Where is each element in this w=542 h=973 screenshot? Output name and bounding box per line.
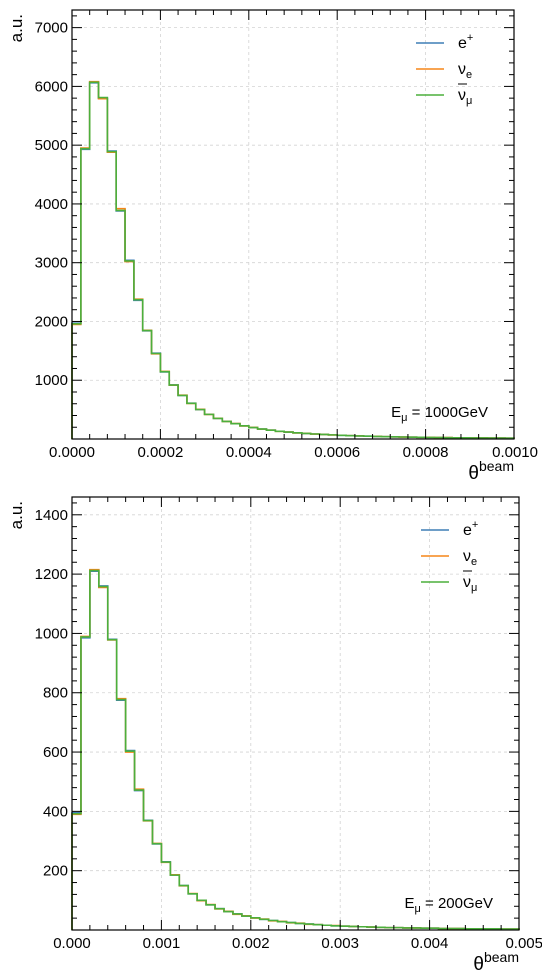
legend-label-3: νμ [458,87,472,107]
x-axis-label-superscript: beam [479,458,514,474]
legend-label-1: e+ [463,519,478,539]
y-tick-label: 1000 [35,372,68,389]
x-axis-label-base: θ [468,463,479,484]
x-tick-label: 0.0002 [137,444,183,461]
energy-annotation-subscript: μ [415,903,421,915]
energy-annotation-base: E [391,404,401,421]
x-tick-label: 0.005 [505,935,542,952]
legend-label-1: e+ [458,32,473,52]
y-tick-label: 2000 [35,313,68,330]
x-axis-label-superscript: beam [484,949,519,965]
chart-panel-bottom: 0.000 0.001 0.002 0.003 0.004 0.005 200 400 600 8… [0,487,542,973]
energy-annotation-text: = 1000GeV [408,404,488,421]
legend-label-subscript: e [471,556,477,568]
legend-label-superscript: + [472,519,478,531]
plot-frame [71,496,520,931]
plot-frame [71,9,515,440]
legend-label-base: ν [463,548,471,565]
x-tick-label: 0.000 [53,935,91,952]
series-line-2 [71,80,515,439]
y-tick-label: 1200 [35,566,68,583]
legend-label-base: ν [458,61,466,78]
energy-annotation-text: = 200GeV [421,895,493,912]
y-tick-label: 800 [43,685,68,702]
y-tick-label: 600 [43,744,68,761]
legend-label-2: νe [458,61,472,81]
legend-label-2: νe [463,548,477,568]
y-tick-label: 6000 [35,78,68,95]
series-line-3 [71,569,520,930]
legend-label-subscript: e [466,69,472,81]
series-line-3 [71,81,515,439]
legend-label-base: ν [458,87,466,104]
energy-annotation: Eμ = 1000GeV [391,404,488,424]
x-tick-label: 0.0000 [49,444,95,461]
legend-label-3: νμ [463,574,477,594]
histogram-chart-bottom: 0.000 0.001 0.002 0.003 0.004 0.005 200 400 600 8… [7,496,542,973]
series-line-1 [71,82,515,439]
legend-label-subscript: μ [466,95,472,107]
y-tick-label: 400 [43,803,68,820]
histogram-chart-top: 0.0000 0.0002 0.0004 0.0006 0.0008 0.0010 1000… [7,9,538,484]
x-tick-label: 0.0004 [226,444,272,461]
legend-label-subscript: μ [471,582,477,594]
y-tick-label: 4000 [35,196,68,213]
legend-label-base: e [463,522,472,539]
legend-label-base: e [458,35,467,52]
y-tick-label: 5000 [35,137,68,154]
y-tick-label: 1400 [35,507,68,524]
x-tick-label: 0.002 [232,935,270,952]
legend-label-base: ν [463,574,471,591]
x-tick-label: 0.003 [321,935,359,952]
x-axis-label: θbeam [468,458,514,484]
y-tick-label: 7000 [35,20,68,37]
y-axis-label: a.u. [7,501,26,529]
y-tick-label: 1000 [35,625,68,642]
y-tick-label: 3000 [35,255,68,272]
x-tick-label: 0.001 [143,935,181,952]
energy-annotation-subscript: μ [401,412,407,424]
series-line-2 [71,568,520,930]
x-tick-label: 0.0006 [314,444,360,461]
energy-annotation: Eμ = 200GeV [405,895,494,915]
x-tick-label: 0.0008 [403,444,449,461]
x-axis-label-base: θ [473,954,484,973]
legend-label-superscript: + [467,32,473,44]
x-tick-label: 0.004 [411,935,449,952]
x-tick-label: 0.0010 [492,444,538,461]
series-line-1 [71,570,520,930]
energy-annotation-base: E [405,895,415,912]
y-tick-label: 200 [43,863,68,880]
x-axis-label: θbeam [473,949,519,973]
chart-panel-top: 0.0000 0.0002 0.0004 0.0006 0.0008 0.0010 1000… [0,0,542,486]
y-axis-label: a.u. [7,14,26,42]
